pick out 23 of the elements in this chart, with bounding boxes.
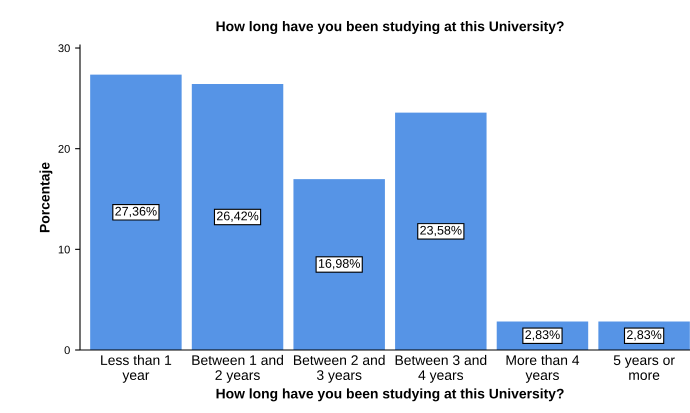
bar <box>293 179 385 350</box>
data-label: 23,58% <box>420 226 462 236</box>
x-tick-label: Between 2 and 3 years <box>294 354 385 383</box>
data-label: 26,42% <box>216 212 258 222</box>
y-tick-label: 0 <box>64 346 70 354</box>
bar <box>90 74 182 350</box>
y-tick-label: 10 <box>58 246 70 254</box>
bar <box>395 112 487 350</box>
x-axis-title: How long have you been studying at this University? <box>216 388 564 402</box>
x-tick-label: 5 years or more <box>614 355 675 380</box>
y-tick-label: 20 <box>58 144 70 153</box>
x-tick-label: More than 4 years <box>506 354 580 383</box>
data-label: 16,98% <box>318 259 360 270</box>
data-label: 27,36% <box>115 206 157 218</box>
chart-title: How long have you been studying at this University? <box>216 21 564 34</box>
x-tick-label: Less than 1 year <box>101 354 172 383</box>
y-tick-label: 30 <box>58 44 70 52</box>
data-label: 2,83% <box>627 330 662 341</box>
bar <box>192 84 284 350</box>
x-tick-label: Between 1 and 2 years <box>192 354 283 383</box>
y-axis-title: Porcentaje <box>39 162 52 232</box>
x-tick-label: Between 3 and 4 years <box>396 354 486 383</box>
data-label: 2,83% <box>525 330 560 341</box>
